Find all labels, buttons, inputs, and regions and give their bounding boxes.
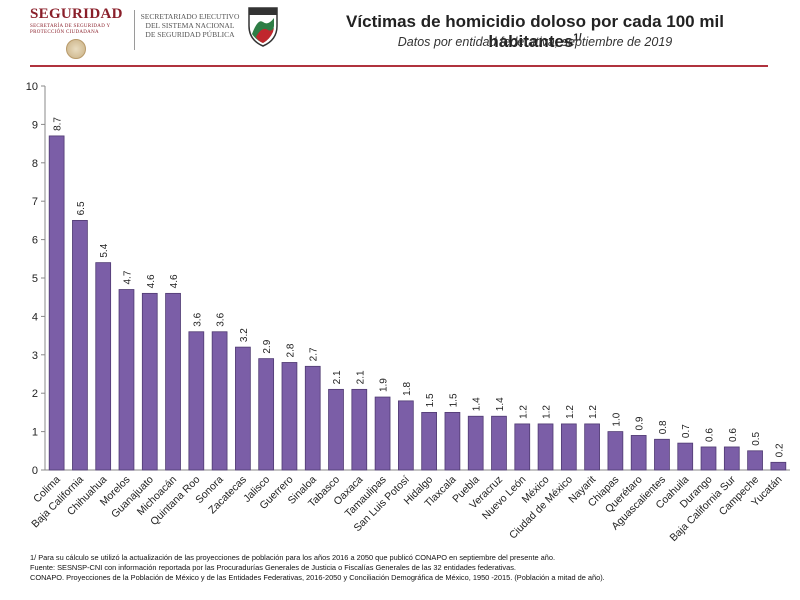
bar: [351, 388, 368, 471]
bar-value-label: 2.7: [309, 347, 320, 361]
y-tick-label: 9: [32, 119, 38, 131]
bar-value-label: 1.5: [448, 393, 459, 407]
y-tick-label: 4: [32, 311, 38, 323]
bar: [537, 423, 554, 471]
bar-value-label: 0.9: [635, 416, 646, 430]
bar: [281, 362, 298, 471]
y-tick-label: 6: [32, 235, 38, 247]
bar-value-label: 4.6: [146, 274, 157, 288]
bar: [328, 388, 344, 471]
bar-value-label: 0.7: [681, 424, 692, 438]
bar: [258, 358, 275, 471]
seguridad-logo-text: SEGURIDAD: [30, 6, 123, 22]
bar-value-label: 0.2: [774, 443, 785, 457]
bar: [235, 346, 251, 471]
agency-line-3: DE SEGURIDAD PÚBLICA: [145, 30, 235, 39]
bar: [677, 442, 694, 471]
bar: [654, 438, 670, 471]
bar: [95, 262, 112, 471]
bar-value-label: 2.8: [285, 343, 296, 357]
bar: [118, 289, 135, 471]
bar-value-label: 2.1: [355, 370, 366, 384]
bar-value-label: 1.2: [565, 405, 576, 419]
agency-line-1: SECRETARIADO EJECUTIVO: [140, 12, 240, 21]
y-tick-label: 1: [32, 427, 38, 439]
bar-value-label: 0.8: [658, 420, 669, 434]
bar-value-label: 4.7: [122, 270, 133, 284]
bar: [72, 219, 88, 471]
bar: [584, 423, 600, 471]
footnotes: 1/ Para su cálculo se utilizó la actuali…: [30, 553, 790, 583]
report-header: SEGURIDAD SECRETARÍA DE SEGURIDAD Y PROT…: [0, 0, 800, 70]
bar-value-label: 4.6: [169, 274, 180, 288]
bar: [700, 446, 717, 471]
bar-value-label: 1.5: [425, 393, 436, 407]
bar: [467, 415, 484, 471]
bar: [211, 331, 228, 471]
chart-title-text: Víctimas de homicidio doloso por cada 10…: [346, 12, 724, 51]
bar: [770, 461, 787, 471]
bar: [560, 423, 577, 471]
y-tick-label: 10: [26, 81, 38, 93]
bar-value-label: 0.5: [751, 431, 762, 445]
bar: [188, 331, 205, 471]
y-tick-label: 3: [32, 350, 38, 362]
header-divider: [134, 10, 135, 50]
bar: [165, 292, 181, 471]
bar-value-label: 5.4: [99, 243, 110, 257]
y-tick-label: 2: [32, 388, 38, 400]
bar: [304, 365, 321, 471]
bar-value-label: 1.8: [402, 382, 413, 396]
sesnsp-agency-name: SECRETARIADO EJECUTIVO DEL SISTEMA NACIO…: [140, 12, 240, 39]
title-footnote-mark: 1/: [573, 32, 582, 44]
bar: [48, 135, 65, 471]
bar-value-label: 1.2: [542, 405, 553, 419]
bar: [421, 411, 437, 471]
bar: [374, 396, 391, 471]
bar-value-label: 1.2: [518, 405, 529, 419]
bar: [747, 450, 763, 471]
agency-line-2: DEL SISTEMA NACIONAL: [145, 21, 235, 30]
chart-subtitle: Datos por entidad federativa, septiembre…: [397, 35, 673, 49]
header-rule: [30, 65, 768, 67]
national-seal-icon: [66, 39, 86, 59]
bar: [607, 431, 624, 471]
bar: [444, 411, 461, 471]
y-tick-label: 7: [32, 196, 38, 208]
bar-value-label: 2.9: [262, 339, 273, 353]
sesnsp-shield-icon: [248, 7, 278, 47]
bar-value-label: 3.2: [239, 328, 250, 342]
bar: [141, 292, 158, 471]
bar: [723, 446, 740, 471]
footnote-1: 1/ Para su cálculo se utilizó la actuali…: [30, 553, 556, 562]
bar-value-label: 6.5: [76, 201, 87, 215]
bar-value-label: 3.6: [216, 312, 227, 326]
chart-title: Víctimas de homicidio doloso por cada 10…: [300, 12, 770, 52]
y-tick-label: 5: [32, 273, 38, 285]
footnote-conapo: CONAPO. Proyecciones de la Población de …: [30, 573, 605, 582]
bar: [398, 400, 414, 471]
bar-value-label: 1.9: [379, 378, 390, 392]
bar-value-label: 0.6: [728, 428, 739, 442]
bar-value-label: 1.0: [611, 412, 622, 426]
bar-value-label: 1.2: [588, 405, 599, 419]
footnote-source: Fuente: SESNSP-CNI con información repor…: [30, 563, 516, 572]
bar: [514, 423, 531, 471]
bar-value-label: 2.1: [332, 370, 343, 384]
bar: [630, 435, 647, 471]
y-tick-label: 8: [32, 158, 38, 170]
bar-value-label: 0.6: [705, 428, 716, 442]
bar: [491, 415, 507, 471]
bar-value-label: 1.4: [472, 397, 483, 411]
seguridad-logo-subtext: SECRETARÍA DE SEGURIDAD Y PROTECCIÓN CIU…: [30, 24, 111, 35]
seguridad-logo: SEGURIDAD SECRETARÍA DE SEGURIDAD Y PROT…: [30, 6, 130, 59]
bar-value-label: 1.4: [495, 397, 506, 411]
bar-value-label: 3.6: [192, 312, 203, 326]
y-tick-label: 0: [32, 465, 38, 477]
bar-value-label: 8.7: [53, 117, 64, 131]
